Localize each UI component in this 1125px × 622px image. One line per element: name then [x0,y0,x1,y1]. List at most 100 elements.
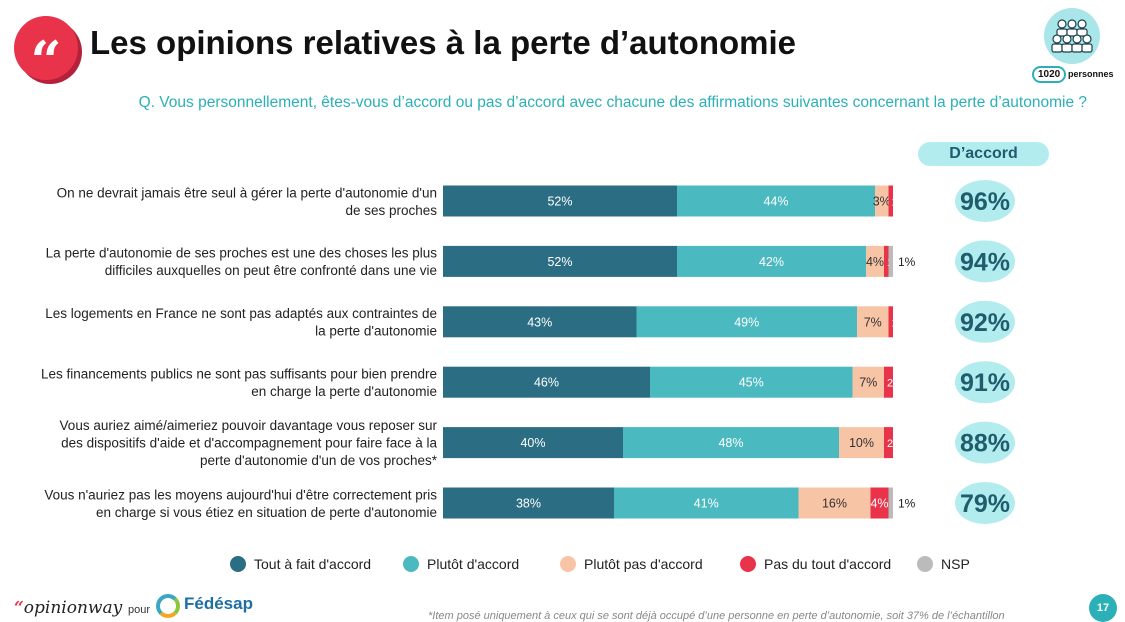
legend-swatch [230,556,246,572]
pour-label: pour [128,604,151,616]
segment-value-label: 41% [694,497,719,511]
stacked-bar-chart: On ne devrait jamais être seul à gérer l… [41,180,1015,524]
row-label: la perte d'autonomie [315,324,437,339]
legend-label: NSP [941,556,970,572]
segment-value-label: 52% [547,195,572,209]
row-label: Vous n'auriez pas les moyens aujourd'hui… [44,487,437,502]
opinionway-text: opinionway [23,598,123,618]
bar-segment-tout-a-fait [443,245,677,277]
accord-header: D’accord [918,142,1049,166]
bar-segment-nsp [888,487,893,519]
sample-unit: personnes [1068,69,1114,79]
segment-value-label: 42% [759,255,784,269]
segment-value-label: 52% [547,255,572,269]
sample-size-badge: 1020 personnes [1032,8,1120,84]
segment-value-label: 2% [887,438,903,450]
legend-plutot: Plutôt d'accord [403,555,519,573]
bar-segment-plutot-pas [866,245,884,277]
people-icon [1044,8,1100,64]
legend-swatch [740,556,756,572]
bar-segment-plutot [623,427,839,459]
fedesap-logo: Fédésap [156,594,253,620]
segment-value-label: 7% [864,315,882,329]
segment-value-label: 48% [718,436,743,450]
quote-badge: “ [14,16,78,93]
bar-segment-plutot [650,366,853,398]
legend-label: Plutôt d'accord [427,556,520,572]
total-bubble [955,482,1015,524]
legend-label: Plutôt pas d'accord [584,556,703,572]
bar-segment-tout-a-fait [443,366,650,398]
segment-value-label: 49% [734,315,759,329]
fedesap-text: Fédésap [184,594,253,613]
total-bubble [955,180,1015,222]
row-label: de ses proches [345,203,437,218]
segment-value-label: 44% [763,195,788,209]
row-label: Vous auriez aimé/aimeriez pouvoir davant… [60,418,438,433]
page-number: 17 [1089,594,1117,622]
legend-swatch [560,556,576,572]
bar-segment-tout-a-fait [443,487,614,519]
bar-segment-nsp [888,245,893,277]
total-bubble [955,240,1015,283]
bar-segment-plutot-pas [798,487,871,519]
segment-value-label: 3% [873,195,891,209]
segment-value-label: 43% [527,315,552,329]
row-label: des dispositifs d'aide et d'accompagneme… [61,436,437,451]
bar-segment-tout-a-fait [443,427,623,459]
segment-value-label: 4% [866,255,884,269]
segment-value-label: 40% [520,436,545,450]
total-bubble [955,421,1015,464]
segment-value-label: 10% [849,436,874,450]
legend-swatch [917,556,933,572]
bar-segment-plutot-pas [852,366,884,398]
row-label: difficiles auxquelles on peut être confr… [105,263,437,278]
segment-value-label: 7% [859,376,877,390]
bar-segment-pas-du-tout [884,245,889,277]
bar-segment-plutot [677,245,866,277]
bar-segment-plutot-pas [839,427,884,459]
nsp-value-label: 1% [898,497,916,511]
row-label: On ne devrait jamais être seul à gérer l… [57,185,437,200]
segment-value-label: 2% [887,378,903,390]
total-value: 79% [960,490,1010,518]
legend-pas-du-tout: Pas du tout d'accord [740,555,891,573]
total-value: 91% [960,369,1010,397]
legend-nsp: NSP [917,555,970,573]
legend-label: Pas du tout d'accord [764,556,892,572]
segment-value-label: 45% [739,376,764,390]
row-label: Les logements en France ne sont pas adap… [45,306,437,321]
bar-segment-pas-du-tout [870,487,889,519]
legend-plutot-pas: Plutôt pas d'accord [560,555,703,573]
total-value: 96% [960,188,1010,216]
bar-segment-plutot-pas [857,306,889,338]
total-bubble [955,300,1015,343]
bar-segment-plutot-pas [875,185,889,217]
bar-segment-pas-du-tout [888,306,893,338]
bar-segment-pas-du-tout [884,366,893,398]
bar-segment-tout-a-fait [443,185,677,217]
row-label: en charge si vous étiez en situation de … [96,505,437,520]
nsp-value-label: 1% [898,255,916,269]
total-value: 88% [960,430,1010,458]
footnote: *Item posé uniquement à ceux qui se sont… [428,610,1005,622]
legend-swatch [403,556,419,572]
sample-count: 1020 [1032,66,1067,83]
segment-value-label: 38% [516,497,541,511]
total-value: 94% [960,248,1010,276]
segment-value-label: 1% [892,197,908,209]
bar-segment-plutot [636,306,857,338]
bar-segment-plutot [677,185,875,217]
bar-segment-plutot [614,487,799,519]
bar-segment-pas-du-tout [888,185,893,217]
row-label: perte d'autonomie d'un de vos proches* [200,453,438,468]
total-value: 92% [960,309,1010,337]
bar-segment-tout-a-fait [443,306,637,338]
fedesap-ring-icon [156,594,180,618]
legend-tout-a-fait: Tout à fait d'accord [230,555,371,573]
segment-value-label: 4% [870,497,888,511]
row-label: Les financements publics ne sont pas suf… [41,366,437,381]
segment-value-label: 46% [534,376,559,390]
bar-segment-pas-du-tout [884,427,893,459]
row-label: en charge la perte d'autonomie [251,384,437,399]
